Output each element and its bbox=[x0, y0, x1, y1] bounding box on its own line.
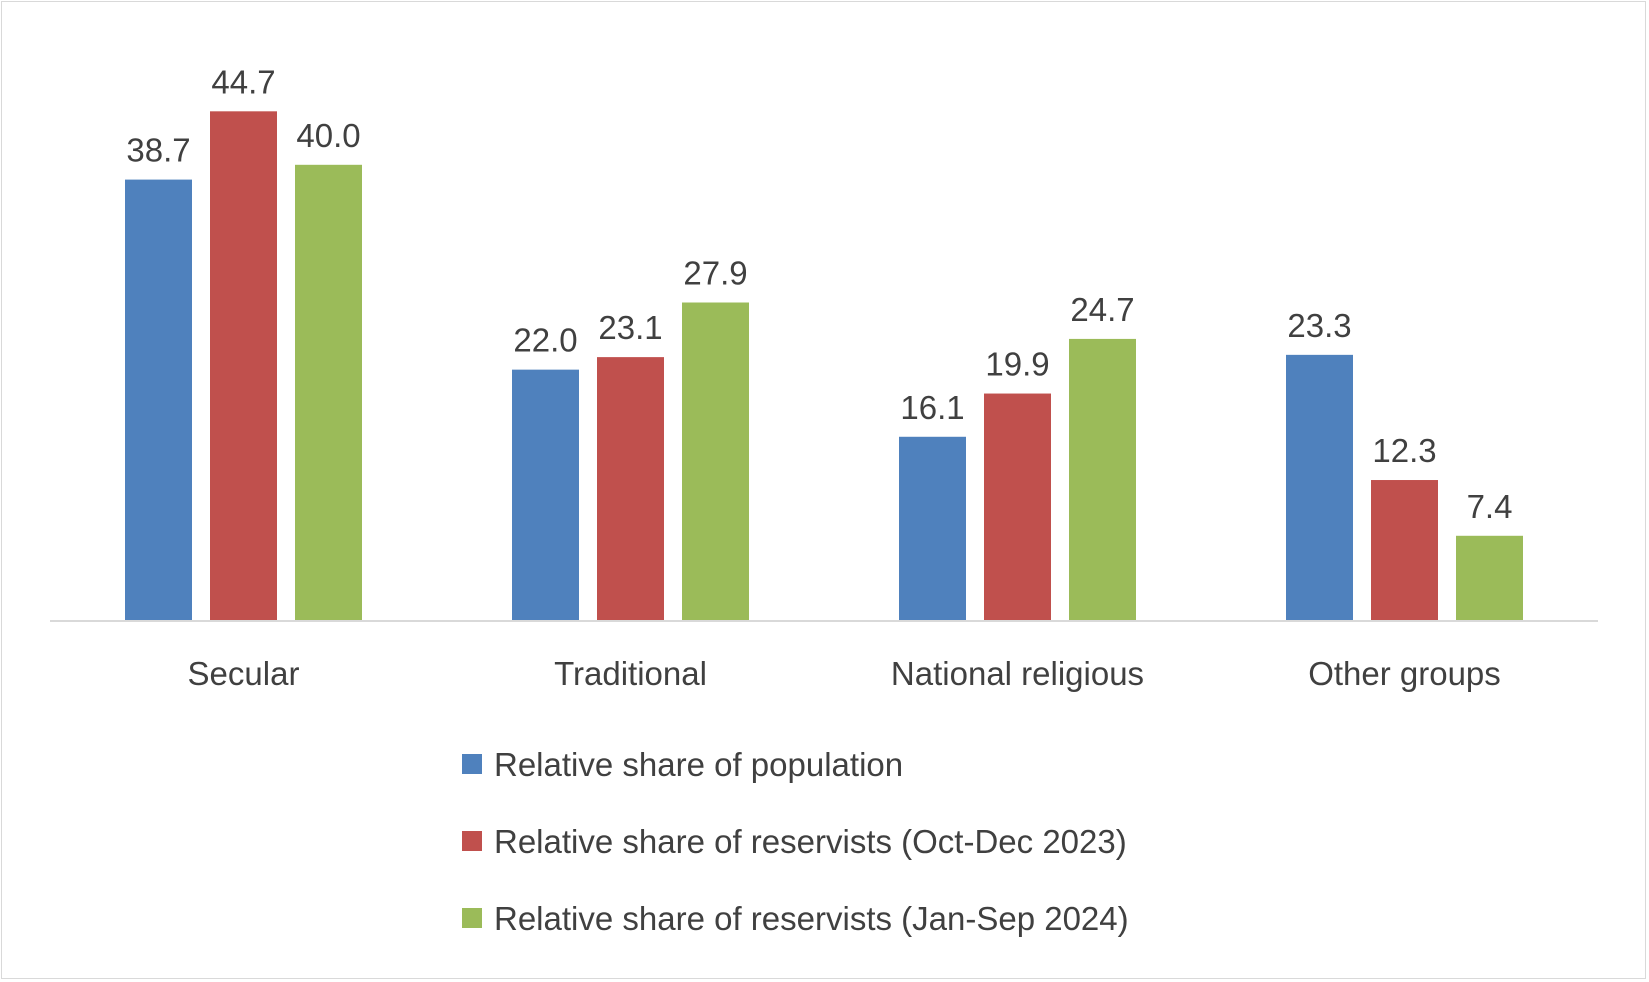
bar-traditional-series-3 bbox=[682, 302, 749, 620]
bar-secular-series-3 bbox=[295, 164, 362, 621]
category-label-secular: Secular bbox=[188, 655, 300, 692]
value-label-national-religious-series-3: 24.7 bbox=[1070, 291, 1134, 328]
legend: Relative share of population Relative sha… bbox=[462, 746, 1129, 937]
value-labels-group: 38.7 44.7 40.0 22.0 23.1 27.9 16.1 19.9 24.7 23.3… bbox=[126, 63, 1512, 524]
bar-secular-series-1 bbox=[125, 179, 192, 620]
category-label-traditional: Traditional bbox=[554, 655, 707, 692]
bar-secular-series-2 bbox=[210, 111, 277, 621]
value-label-other-groups-series-2: 12.3 bbox=[1372, 432, 1436, 469]
bar-national-religious-series-2 bbox=[984, 393, 1051, 620]
value-label-secular-series-1: 38.7 bbox=[126, 132, 190, 169]
value-label-national-religious-series-2: 19.9 bbox=[985, 346, 1049, 383]
category-label-national-religious: National religious bbox=[891, 655, 1144, 692]
value-label-traditional-series-2: 23.1 bbox=[598, 309, 662, 346]
legend-label-series-1: Relative share of population bbox=[494, 746, 903, 783]
value-label-national-religious-series-1: 16.1 bbox=[900, 389, 964, 426]
legend-label-series-2: Relative share of reservists (Oct-Dec 20… bbox=[494, 823, 1127, 860]
category-labels-group: Secular Traditional National religious Othe… bbox=[188, 655, 1501, 692]
legend-swatch-series-3 bbox=[462, 908, 482, 928]
bar-national-religious-series-1 bbox=[899, 436, 966, 620]
bar-traditional-series-2 bbox=[597, 357, 664, 620]
value-label-other-groups-series-3: 7.4 bbox=[1467, 488, 1513, 525]
bar-traditional-series-1 bbox=[512, 369, 579, 620]
bar-other-groups-series-2 bbox=[1371, 480, 1438, 620]
bar-national-religious-series-3 bbox=[1069, 338, 1136, 620]
value-label-secular-series-2: 44.7 bbox=[211, 63, 275, 100]
bars-group bbox=[125, 111, 1523, 621]
category-label-other-groups: Other groups bbox=[1308, 655, 1501, 692]
value-label-traditional-series-1: 22.0 bbox=[513, 322, 577, 359]
bar-other-groups-series-3 bbox=[1456, 535, 1523, 620]
legend-swatch-series-2 bbox=[462, 831, 482, 851]
value-label-traditional-series-3: 27.9 bbox=[683, 254, 747, 291]
value-label-secular-series-3: 40.0 bbox=[296, 117, 360, 154]
bar-other-groups-series-1 bbox=[1286, 354, 1353, 620]
value-label-other-groups-series-1: 23.3 bbox=[1287, 307, 1351, 344]
legend-label-series-3: Relative share of reservists (Jan-Sep 20… bbox=[494, 900, 1129, 937]
legend-swatch-series-1 bbox=[462, 754, 482, 774]
